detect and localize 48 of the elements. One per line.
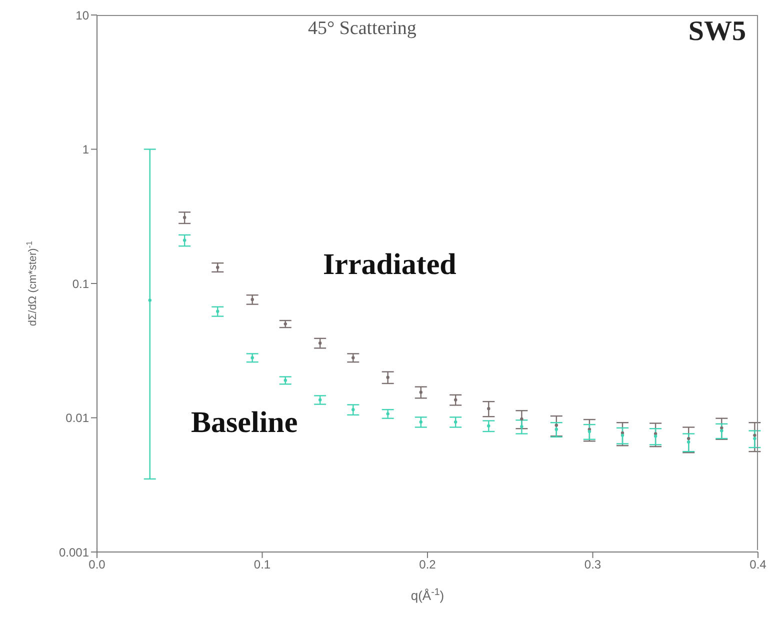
- y-tick-label: 0.1: [72, 276, 90, 291]
- point: [182, 238, 186, 242]
- point: [554, 428, 558, 431]
- point: [284, 378, 287, 382]
- point: [753, 434, 756, 437]
- x-tick-label: 0.2: [419, 558, 436, 572]
- point: [386, 376, 390, 379]
- point: [182, 216, 186, 220]
- point: [520, 424, 524, 428]
- chart-title: 45° Scattering: [308, 18, 416, 40]
- x-tick-label: 0.3: [584, 558, 602, 572]
- point: [520, 417, 524, 421]
- point: [554, 424, 558, 427]
- y-tick-label: 1: [82, 142, 90, 157]
- point: [588, 430, 592, 434]
- point: [686, 440, 690, 444]
- x-tick-label: 0.1: [254, 558, 271, 572]
- point: [386, 412, 390, 416]
- point: [487, 424, 490, 428]
- point: [620, 434, 624, 437]
- point: [487, 406, 490, 410]
- point: [250, 356, 254, 360]
- point: [216, 266, 220, 269]
- point: [318, 398, 322, 402]
- y-tick-label: 10: [76, 8, 90, 22]
- point: [720, 429, 724, 432]
- y-tick-label: 0.01: [66, 411, 90, 426]
- x-axis-title: q(Å$^{-1}$): [410, 586, 444, 603]
- point: [720, 426, 724, 430]
- point: [250, 298, 254, 302]
- point: [216, 310, 220, 313]
- series-label: Irradiated: [323, 248, 456, 282]
- x-tick-label: 0.4: [750, 558, 767, 572]
- annotation: SW5: [688, 16, 746, 48]
- point: [454, 398, 458, 402]
- point: [686, 436, 690, 440]
- y-tick-label: 0.001: [58, 545, 90, 560]
- point: [352, 408, 355, 412]
- series-label: Baseline: [191, 406, 298, 440]
- point: [352, 356, 355, 360]
- point: [753, 436, 756, 440]
- point: [419, 420, 422, 424]
- point: [148, 298, 152, 302]
- point: [318, 341, 322, 345]
- point: [419, 390, 422, 394]
- x-tick-label: 0.0: [88, 558, 106, 572]
- point: [654, 434, 658, 438]
- point: [454, 420, 458, 424]
